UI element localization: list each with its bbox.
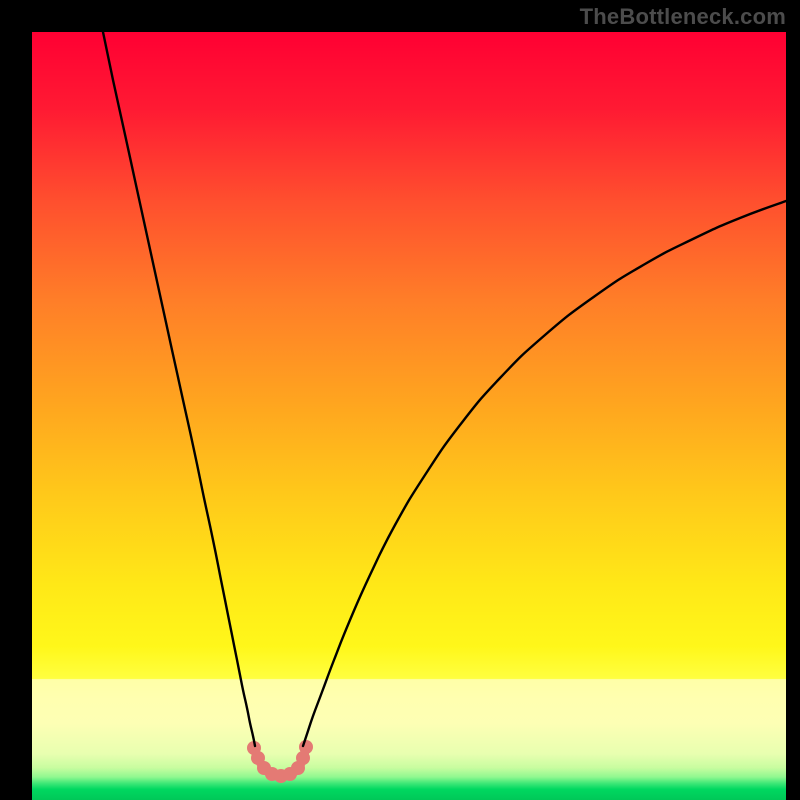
plot-area bbox=[32, 32, 786, 800]
gradient-background bbox=[32, 32, 786, 800]
watermark-text: TheBottleneck.com bbox=[580, 4, 786, 30]
valley-dot bbox=[299, 740, 313, 754]
